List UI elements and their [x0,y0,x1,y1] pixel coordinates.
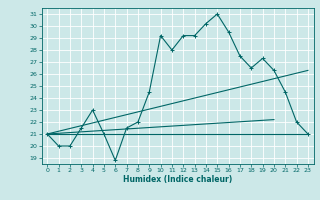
X-axis label: Humidex (Indice chaleur): Humidex (Indice chaleur) [123,175,232,184]
